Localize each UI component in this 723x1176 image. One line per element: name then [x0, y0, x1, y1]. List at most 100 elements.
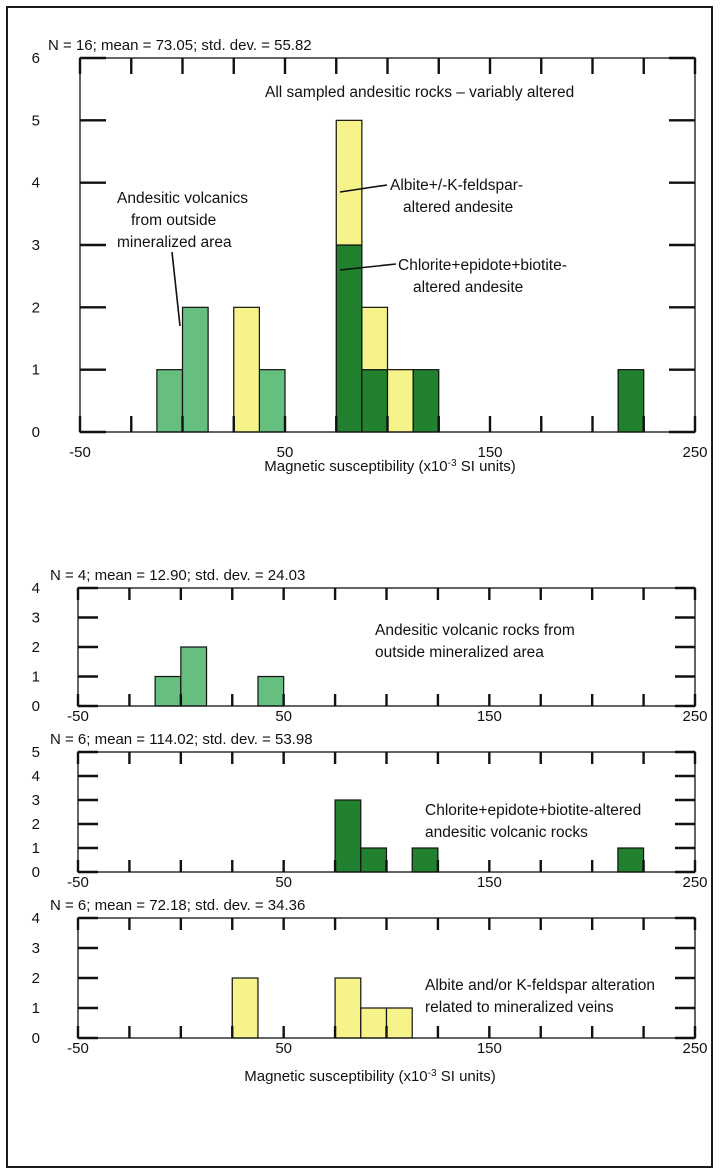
panel3-ticks — [76, 750, 697, 874]
histogram-panel-chlorite-altered: N = 6; mean = 114.02; std. dev. = 53.98 … — [32, 731, 708, 891]
x-tick-label: 250 — [682, 1040, 707, 1057]
y-tick-label: 5 — [32, 744, 40, 761]
histogram-bar-dark-green-3 — [617, 369, 645, 433]
histogram-bar-light-green-1 — [180, 646, 208, 707]
histogram-panel-all-rocks: N = 16; mean = 73.05; std. dev. = 55.82 … — [32, 37, 708, 475]
annotation-albite-line2: altered andesite — [403, 199, 513, 216]
panel3-y-tick-labels: 0 1 2 3 4 5 — [32, 744, 40, 881]
histogram-bar-dark-green-1 — [360, 847, 388, 873]
panel2-stats: N = 4; mean = 12.90; std. dev. = 24.03 — [50, 567, 305, 584]
panel1-stats: N = 16; mean = 73.05; std. dev. = 55.82 — [48, 37, 312, 54]
panel2-x-tick-labels: -50 50 150 250 — [67, 708, 707, 725]
histogram-bar-yellow-2 — [360, 1007, 388, 1039]
panel3-x-tick-labels: -50 50 150 250 — [67, 874, 707, 891]
panel2-bars — [154, 646, 285, 707]
y-tick-label: 3 — [32, 792, 40, 809]
leader-line-chlorite — [339, 263, 397, 271]
histogram-bar-yellow-1 — [334, 977, 362, 1039]
y-tick-label: 2 — [32, 970, 40, 987]
y-tick-label: 4 — [32, 768, 40, 785]
y-tick-label: 3 — [32, 610, 40, 627]
y-tick-label: 0 — [32, 864, 40, 881]
histogram-bar-dark-green-2 — [411, 847, 439, 873]
x-tick-label: -50 — [69, 444, 91, 461]
x-tick-label: 150 — [477, 444, 502, 461]
leader-line-albite — [339, 184, 388, 193]
histogram-bar-yellow-2 — [361, 306, 389, 371]
histogram-bar-dark-green-0 — [334, 799, 362, 873]
x-tick-label: 50 — [277, 444, 294, 461]
panel1-x-axis-label: Magnetic susceptibility (x10-3 SI units) — [264, 458, 516, 475]
y-tick-label: 6 — [32, 50, 40, 67]
annotation-albite-line1: Albite+/-K-feldspar- — [390, 177, 523, 194]
x-tick-label: 150 — [477, 708, 502, 725]
panel4-x-tick-labels: -50 50 150 250 — [67, 1040, 707, 1057]
y-tick-label: 0 — [32, 698, 40, 715]
histogram-bar-yellow-3 — [386, 369, 414, 433]
panel1-ticks — [78, 56, 697, 434]
y-tick-label: 2 — [32, 639, 40, 656]
histogram-bar-dark-green-2 — [412, 369, 440, 433]
leader-line-andesitic-volcanics — [171, 251, 181, 327]
y-tick-label: 1 — [32, 1000, 40, 1017]
panel2-title-line2: outside mineralized area — [375, 644, 544, 661]
panel1-y-tick-labels: 0 1 2 3 4 5 6 — [32, 50, 40, 441]
y-tick-label: 4 — [32, 175, 40, 192]
y-tick-label: 2 — [32, 816, 40, 833]
y-tick-label: 4 — [32, 910, 40, 927]
panel4-stats: N = 6; mean = 72.18; std. dev. = 34.36 — [50, 897, 305, 914]
x-tick-label: -50 — [67, 874, 89, 891]
panel2-y-tick-labels: 0 1 2 3 4 — [32, 580, 40, 715]
annotation-chlorite-line2: altered andesite — [413, 279, 523, 296]
panel3-title-line2: andesitic volcanic rocks — [425, 824, 588, 841]
annotation-andesitic-volcanics-line1: Andesitic volcanics — [117, 190, 248, 207]
x-tick-label: 250 — [682, 444, 707, 461]
panel1-title: All sampled andesitic rocks – variably a… — [265, 84, 574, 101]
y-tick-label: 3 — [32, 940, 40, 957]
histogram-bar-dark-green-1 — [361, 369, 389, 433]
y-tick-label: 5 — [32, 112, 40, 129]
y-tick-label: 1 — [32, 362, 40, 379]
panel4-title-line1: Albite and/or K-feldspar alteration — [425, 977, 655, 994]
y-tick-label: 1 — [32, 840, 40, 857]
y-tick-label: 2 — [32, 299, 40, 316]
panel4-x-axis-label: Magnetic susceptibility (x10-3 SI units) — [244, 1068, 496, 1085]
histogram-bar-light-green-0 — [154, 675, 182, 707]
y-tick-label: 4 — [32, 580, 40, 597]
x-tick-label: 50 — [275, 708, 292, 725]
panel1-bars — [156, 119, 645, 433]
panel2-ticks — [76, 586, 697, 708]
panel3-title-line1: Chlorite+epidote+biotite-altered — [425, 802, 641, 819]
histogram-bar-light-green-1 — [181, 306, 209, 433]
histogram-bar-light-green-2 — [258, 369, 286, 433]
histogram-bar-dark-green-0 — [335, 244, 363, 433]
histogram-panel-outside-area: N = 4; mean = 12.90; std. dev. = 24.03 0… — [32, 567, 708, 725]
x-tick-label: 250 — [682, 874, 707, 891]
histogram-panel-albite-altered: N = 6; mean = 72.18; std. dev. = 34.36 0… — [32, 897, 708, 1085]
x-tick-label: -50 — [67, 1040, 89, 1057]
panel4-bars — [231, 977, 413, 1039]
histogram-bar-yellow-3 — [385, 1007, 413, 1039]
x-tick-label: -50 — [67, 708, 89, 725]
histogram-bar-light-green-2 — [257, 675, 285, 707]
annotation-andesitic-volcanics-line2: from outside — [131, 212, 216, 229]
annotation-chlorite-line1: Chlorite+epidote+biotite- — [398, 257, 567, 274]
panel1-x-tick-labels: -50 50 150 250 — [69, 444, 707, 461]
y-tick-label: 1 — [32, 669, 40, 686]
panel4-y-tick-labels: 0 1 2 3 4 — [32, 910, 40, 1047]
panel3-bars — [334, 799, 645, 873]
histogram-bar-yellow-1 — [335, 119, 363, 246]
x-tick-label: 50 — [275, 1040, 292, 1057]
y-tick-label: 0 — [32, 424, 40, 441]
histogram-bar-yellow-0 — [231, 977, 259, 1039]
panel4-ticks — [76, 916, 697, 1040]
x-tick-label: 50 — [275, 874, 292, 891]
panel4-title-line2: related to mineralized veins — [425, 999, 614, 1016]
annotation-andesitic-volcanics-line3: mineralized area — [117, 234, 232, 251]
x-tick-label: 250 — [682, 708, 707, 725]
panel3-stats: N = 6; mean = 114.02; std. dev. = 53.98 — [50, 731, 313, 748]
y-tick-label: 0 — [32, 1030, 40, 1047]
histogram-bar-light-green-0 — [156, 369, 184, 433]
y-tick-label: 3 — [32, 237, 40, 254]
